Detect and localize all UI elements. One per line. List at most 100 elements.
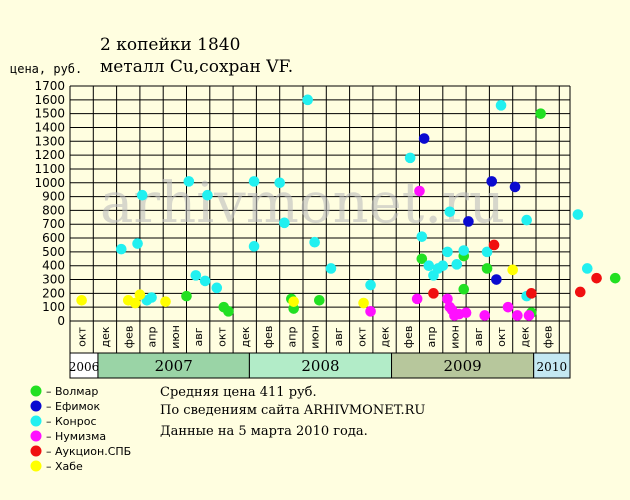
x-tick-label: дек <box>99 326 112 347</box>
data-point <box>183 176 195 187</box>
year-band <box>533 352 571 379</box>
data-point <box>223 306 234 317</box>
y-tick-label: 1000 <box>34 176 65 190</box>
y-tick-label: 200 <box>42 286 65 300</box>
y-tick-label: 1300 <box>34 134 65 148</box>
data-point <box>526 288 537 299</box>
legend-label: – Аукцион.СПБ <box>46 445 131 458</box>
data-point <box>136 189 148 201</box>
data-point <box>274 177 286 189</box>
x-tick-label: апр <box>285 327 298 348</box>
x-tick-label: окт <box>355 327 368 347</box>
legend-marker <box>30 445 42 457</box>
data-point <box>190 270 202 281</box>
data-point <box>302 94 313 106</box>
x-tick-label: фев <box>542 326 555 349</box>
legend-label: – Волмар <box>46 385 98 398</box>
y-tick-label: 1100 <box>34 162 65 176</box>
data-point <box>365 279 376 291</box>
date-text: Данные на 5 марта 2010 года. <box>160 424 368 439</box>
legend-marker <box>30 415 42 427</box>
y-tick-label: 1400 <box>34 120 65 134</box>
data-point <box>414 185 425 197</box>
legend-label: – Ефимок <box>46 400 101 413</box>
legend-label: – Конрос <box>46 415 97 428</box>
data-point <box>211 282 223 294</box>
data-point <box>416 231 428 242</box>
year-band <box>391 352 535 379</box>
data-point <box>129 297 141 309</box>
data-point <box>507 264 518 276</box>
month-strip <box>69 320 571 354</box>
y-tick-label: 300 <box>42 273 65 287</box>
data-point <box>404 152 416 164</box>
y-tick-label: 500 <box>42 245 65 259</box>
year-label: 2008 <box>301 357 339 375</box>
data-point <box>418 133 430 144</box>
legend-marker <box>30 400 42 412</box>
data-point <box>502 301 514 313</box>
data-point <box>132 238 143 249</box>
x-tick-label: июн <box>448 325 461 349</box>
data-point <box>199 275 211 287</box>
data-point <box>365 306 376 317</box>
data-point <box>463 216 474 227</box>
data-point <box>437 260 449 272</box>
x-tick-label: авг <box>332 327 345 346</box>
y-tick-label: 1500 <box>34 107 65 121</box>
data-point <box>279 217 290 229</box>
year-bands: 2006 2007 2008 2009 2010 <box>69 352 571 379</box>
year-label: 2010 <box>537 360 568 374</box>
watermark: arhivmonet.ru <box>100 171 505 236</box>
y-tick-label: 0 <box>57 314 65 328</box>
data-point <box>535 108 546 119</box>
y-tick-label: 900 <box>42 190 65 204</box>
data-point <box>460 307 472 319</box>
y-tick-label: 700 <box>42 217 65 231</box>
data-point <box>574 286 586 298</box>
year-label: 2007 <box>155 357 193 375</box>
x-tick-label: июн <box>169 325 182 349</box>
data-point <box>481 263 493 274</box>
x-tick-label: апр <box>146 327 159 348</box>
data-point <box>146 292 157 303</box>
x-tick-label: дек <box>518 326 531 347</box>
data-point <box>488 239 500 251</box>
x-tick-label: дек <box>239 326 252 347</box>
x-tick-label: июн <box>309 325 322 349</box>
legend-marker <box>30 430 42 442</box>
x-tick-label: окт <box>495 327 508 347</box>
data-points <box>76 94 621 321</box>
data-point <box>491 274 502 285</box>
data-point <box>358 297 369 309</box>
x-tick-labels: окт дек фев апр июн авг окт дек фев апр июн авг окт д… <box>69 320 571 354</box>
y-tick-labels: 0100200300400500600700800900100011001200… <box>34 79 65 328</box>
source-text: По сведениям сайта ARHIVMONET.RU <box>160 403 425 418</box>
legend: – Волмар – Ефимок – Конрос – Нумизма – Аукци… <box>30 385 131 473</box>
y-tick-label: 1600 <box>34 93 65 107</box>
data-point <box>411 293 423 305</box>
data-point <box>428 288 439 299</box>
data-point <box>134 289 146 301</box>
data-point <box>495 100 507 111</box>
data-point <box>442 246 453 258</box>
x-tick-label: фев <box>122 326 135 349</box>
year-label: 2009 <box>444 357 482 375</box>
data-point <box>314 294 325 306</box>
x-tick-label: дек <box>379 326 392 347</box>
y-tick-label: 800 <box>42 203 65 217</box>
x-tick-label: авг <box>472 327 485 346</box>
data-point <box>325 263 337 274</box>
plot-area <box>70 86 570 321</box>
y-tick-label: 600 <box>42 231 65 245</box>
data-point <box>181 290 192 302</box>
data-point <box>481 246 493 258</box>
x-tick-label: фев <box>262 326 275 349</box>
data-point <box>486 176 498 187</box>
data-point <box>76 294 87 306</box>
data-point <box>581 263 593 274</box>
data-point <box>609 272 621 284</box>
data-point <box>591 272 602 284</box>
data-point <box>458 245 470 256</box>
